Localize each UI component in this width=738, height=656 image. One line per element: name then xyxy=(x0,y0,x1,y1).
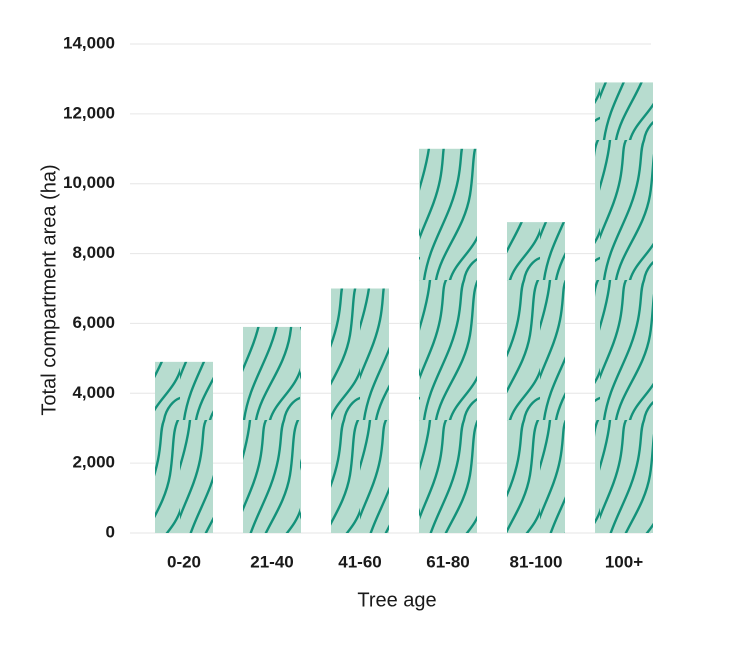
y-tick-label: 14,000 xyxy=(63,33,115,52)
bar xyxy=(243,326,301,533)
x-tick-label: 100+ xyxy=(605,552,643,571)
x-tick-label: 61-80 xyxy=(426,552,469,571)
bar xyxy=(331,288,389,533)
x-tick-label: 41-60 xyxy=(338,552,381,571)
y-tick-label: 6,000 xyxy=(72,313,115,332)
y-tick-label: 10,000 xyxy=(63,173,115,192)
y-tick-label: 12,000 xyxy=(63,103,115,122)
x-tick-label: 21-40 xyxy=(250,552,293,571)
bar xyxy=(419,148,477,534)
bar xyxy=(507,222,565,533)
y-tick-label: 8,000 xyxy=(72,243,115,262)
bar xyxy=(155,361,213,533)
x-tick-label: 0-20 xyxy=(167,552,201,571)
x-tick-label: 81-100 xyxy=(510,552,563,571)
x-axis-title: Tree age xyxy=(357,589,436,611)
y-tick-label: 4,000 xyxy=(72,383,115,402)
y-tick-label: 0 xyxy=(106,522,115,541)
y-axis-title: Total compartment area (ha) xyxy=(38,164,60,415)
bar xyxy=(595,82,653,534)
y-tick-label: 2,000 xyxy=(72,453,115,472)
